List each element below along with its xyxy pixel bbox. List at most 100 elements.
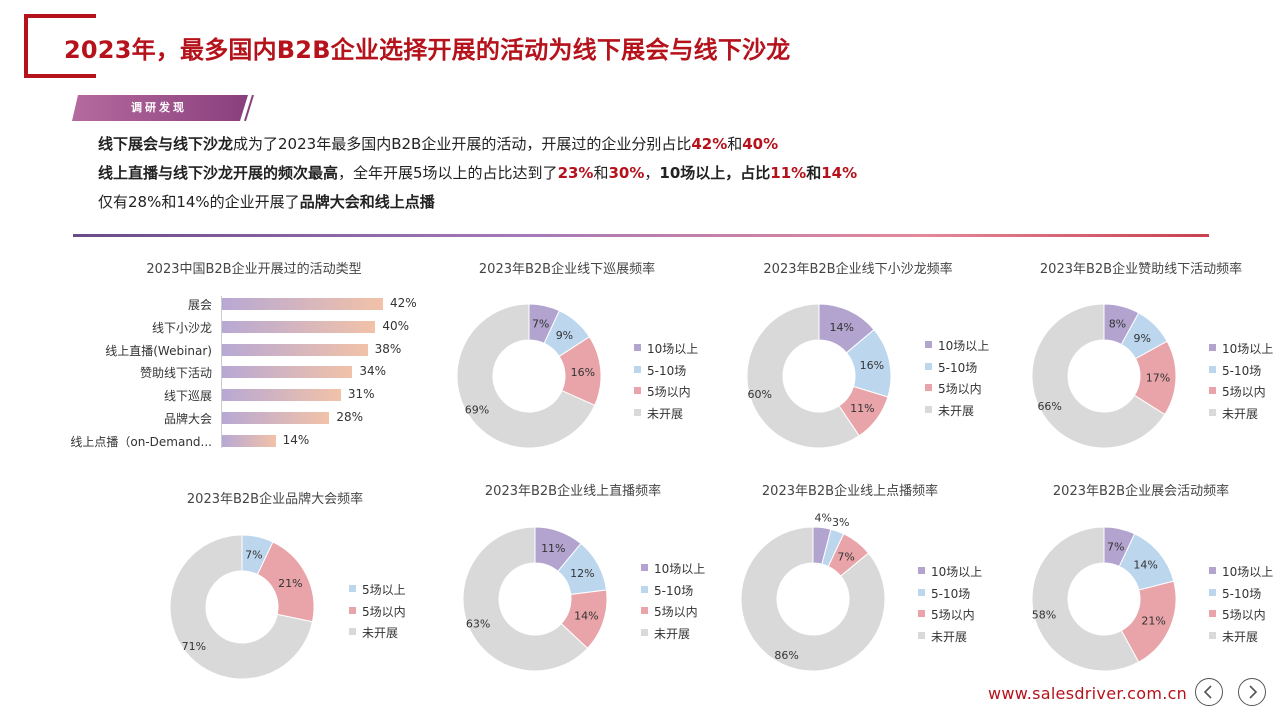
legend-label: 10场以上 [654,562,706,576]
next-page-button[interactable] [1238,678,1266,706]
chart-title-activity-types: 2023中国B2B企业开展过的活动类型 [146,262,362,277]
donut-slice-none [746,303,860,449]
findings-badge: 调研发现 [72,95,256,121]
finding-segment: 线下展会与线下沙龙 [98,135,234,153]
bar-value-label: 42% [390,296,417,310]
legend-label: 5场以内 [938,382,982,396]
legend-item: 未开展 [349,624,398,641]
donut-value-label: 7% [1107,540,1124,553]
donut-slice-none [1031,526,1140,672]
donut-value-label: 8% [1109,318,1126,331]
donut-brand-conference-frequency: 7% 21% 71% [169,534,315,680]
legend-item: 5场以上 [349,581,406,598]
bar-value-label: 38% [374,341,402,356]
finding-line-2: 线上直播与线下沙龙开展的频次最高，全年开展5场以上的占比达到了23%和30%，1… [98,162,857,183]
bar-3 [222,366,353,379]
legend-label: 未开展 [1222,629,1259,644]
legend-item: 未开展 [1209,405,1258,422]
donut-value-label: 16% [860,359,884,372]
finding-segment: 10场以上，占比 [659,164,771,182]
chart-title-ondemand: 2023年B2B企业线上点播频率 [761,484,939,499]
finding-segment: 和 [806,164,822,182]
legend-item: 未开展 [925,402,974,419]
bar-1 [222,320,376,333]
legend-item: 10场以上 [918,563,982,580]
footer-url[interactable]: www.salesdriver.com.cn [988,684,1188,703]
donut-tour-frequency: 7% 9% 16% 69% [456,303,602,449]
section-divider [73,234,1209,237]
legend-item: 未开展 [634,405,683,422]
donut-value-label: 9% [556,329,573,342]
finding-segment: 成为了2023年最多国内B2B企业开展的活动，开展过的企业分别占比 [233,135,692,153]
donut-expo-frequency: 7% 14% 21% 58% [1031,526,1177,672]
legend-item: 未开展 [1209,628,1258,645]
bar-axis-line [221,296,222,448]
bar-value-label: 31% [347,387,375,402]
legend-swatch [634,344,641,351]
bar-6 [222,434,276,447]
chart-title-brand-conference: 2023年B2B企业品牌大会频率 [186,492,364,507]
bar-5 [222,412,330,424]
legend-item: 5场以内 [349,603,406,620]
legend-item: 5场以内 [918,606,975,623]
legend-item: 5-10场 [634,362,686,379]
legend-label: 10场以上 [647,342,699,356]
badge-label: 调研发现 [131,101,187,114]
donut-value-label: 12% [570,567,594,580]
legend-swatch [925,384,932,391]
donut-value-label: 17% [1146,372,1170,385]
legend-swatch [1209,567,1216,574]
donut-value-label: 58% [1032,608,1056,621]
donut-ondemand-frequency: 4% 3% 7% 86% [740,512,886,672]
legend-label: 5场以内 [1222,608,1266,622]
legend-label: 5-10场 [647,363,687,378]
donut-value-label: 14% [574,610,598,623]
legend-label: 未开展 [654,626,691,641]
legend-item: 5-10场 [918,585,970,602]
prev-page-button[interactable] [1195,678,1223,706]
legend-swatch [925,362,932,370]
donut-value-label: 60% [747,388,771,401]
bar-category-label: 线下小沙龙 [151,320,212,335]
bar-value-label: 34% [359,364,386,379]
donut-slice-none [462,526,589,672]
title-bracket-decoration [24,14,96,78]
legend-swatch [641,628,648,636]
donut-live-frequency: 11% 12% 14% 63% [462,526,608,672]
legend-swatch [634,387,641,394]
legend-label: 5场以内 [362,604,406,619]
finding-segment: 42% [691,135,728,153]
donut-value-label: 63% [466,618,490,631]
chart-title-sponsor: 2023年B2B企业赞助线下活动频率 [1039,262,1243,277]
legend-item: 10场以上 [1209,340,1273,357]
legend-item: 未开展 [641,625,690,642]
bar-category-label: 线下巡展 [163,389,212,404]
legend-swatch [641,564,648,571]
legend-label: 未开展 [931,629,968,644]
donut-value-label: 4% [815,512,832,525]
donut-value-label: 21% [1141,614,1165,627]
legend-swatch [1209,588,1216,596]
chart-title-tour: 2023年B2B企业线下巡展频率 [478,262,656,277]
bar-value-label: 14% [282,432,310,447]
finding-line-1: 线下展会与线下沙龙成为了2023年最多国内B2B企业开展的活动，开展过的企业分别… [98,133,778,154]
chevron-left-icon [1203,685,1212,699]
bar-category-label: 展会 [187,298,212,312]
legend-label: 5场以内 [654,605,698,619]
chart-title-live: 2023年B2B企业线上直播频率 [484,484,662,499]
legend-swatch [925,405,932,413]
finding-segment: 和 [727,135,743,153]
legend-swatch [925,341,932,348]
donut-salon-frequency: 14% 16% 11% 60% [746,303,892,449]
donut-value-label: 7% [532,317,549,330]
legend-label: 5场以内 [1222,385,1266,399]
legend-item: 10场以上 [925,337,989,354]
legend-item: 5-10场 [1209,362,1261,379]
finding-segment: 线上直播与线下沙龙开展的频次最高 [98,164,339,182]
legend-swatch [634,365,641,373]
finding-segment: 和 [593,164,609,182]
chart-title-salon: 2023年B2B企业线下小沙龙频率 [763,262,953,277]
chart-title-expo: 2023年B2B企业展会活动频率 [1052,484,1230,499]
badge-shape [72,95,254,121]
finding-segment: 品牌大会和线上点播 [299,193,435,211]
